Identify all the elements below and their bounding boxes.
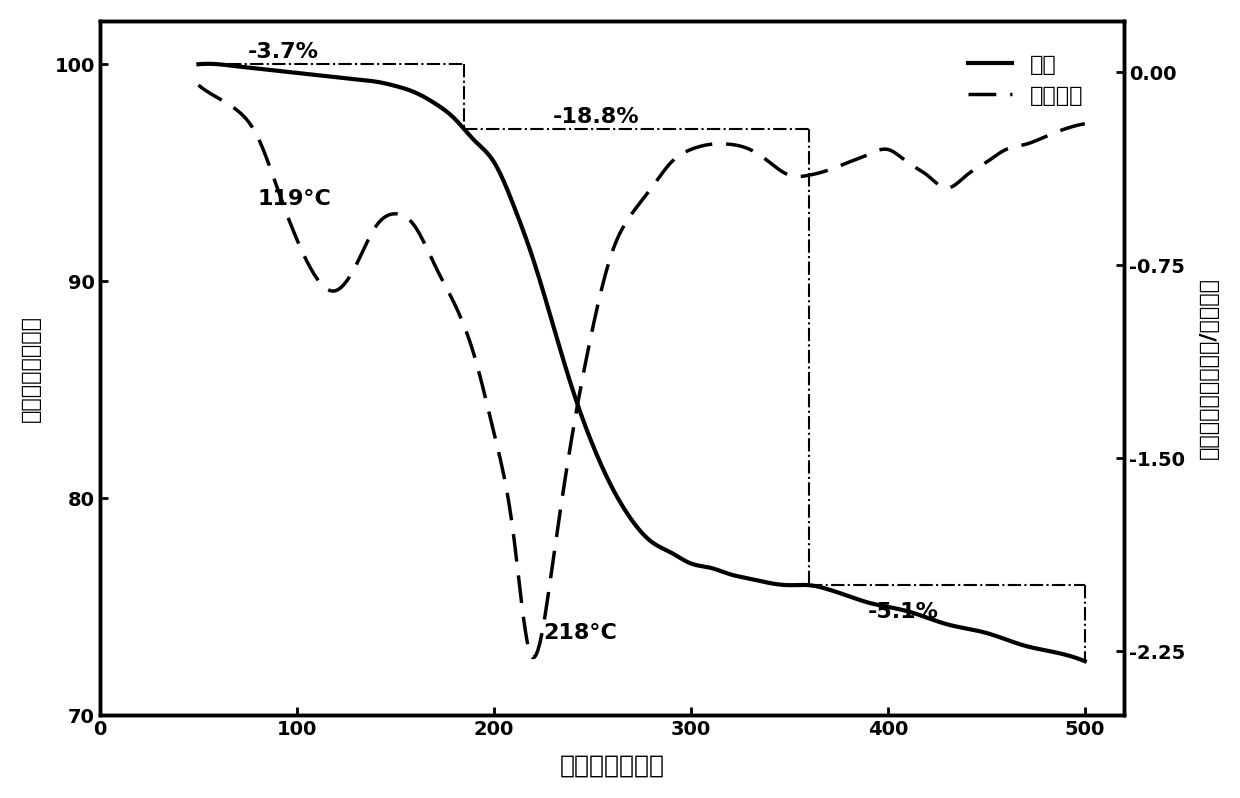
微商热重	[527, 653, 542, 662]
微商热重	[720, 140, 735, 149]
Legend: 热重, 微商热重: 热重, 微商热重	[959, 45, 1092, 115]
Text: -3.7%: -3.7%	[248, 41, 319, 61]
Line: 微商热重: 微商热重	[198, 85, 1085, 658]
Y-axis label: 微商热重分析（毫克/摄氏度）: 微商热重分析（毫克/摄氏度）	[1199, 277, 1219, 459]
微商热重	[1078, 119, 1092, 128]
Text: -18.8%: -18.8%	[553, 107, 640, 127]
Text: 119°C: 119°C	[258, 189, 331, 209]
微商热重	[1058, 124, 1073, 133]
热重	[191, 60, 206, 69]
Y-axis label: 热重分析（毫克）: 热重分析（毫克）	[21, 314, 41, 421]
热重	[919, 613, 934, 622]
热重	[619, 508, 634, 517]
热重	[672, 553, 687, 563]
微商热重	[619, 217, 634, 227]
微商热重	[672, 150, 687, 160]
热重	[200, 59, 215, 69]
微商热重	[919, 170, 934, 180]
热重	[1058, 650, 1073, 659]
Text: -5.1%: -5.1%	[868, 602, 939, 622]
微商热重	[614, 226, 629, 235]
热重	[1078, 657, 1092, 666]
微商热重	[191, 81, 206, 90]
热重	[614, 499, 629, 508]
X-axis label: 温度（摄氏度）: 温度（摄氏度）	[559, 753, 665, 777]
Line: 热重: 热重	[198, 64, 1085, 662]
热重	[720, 569, 735, 579]
Text: 218°C: 218°C	[543, 623, 618, 643]
